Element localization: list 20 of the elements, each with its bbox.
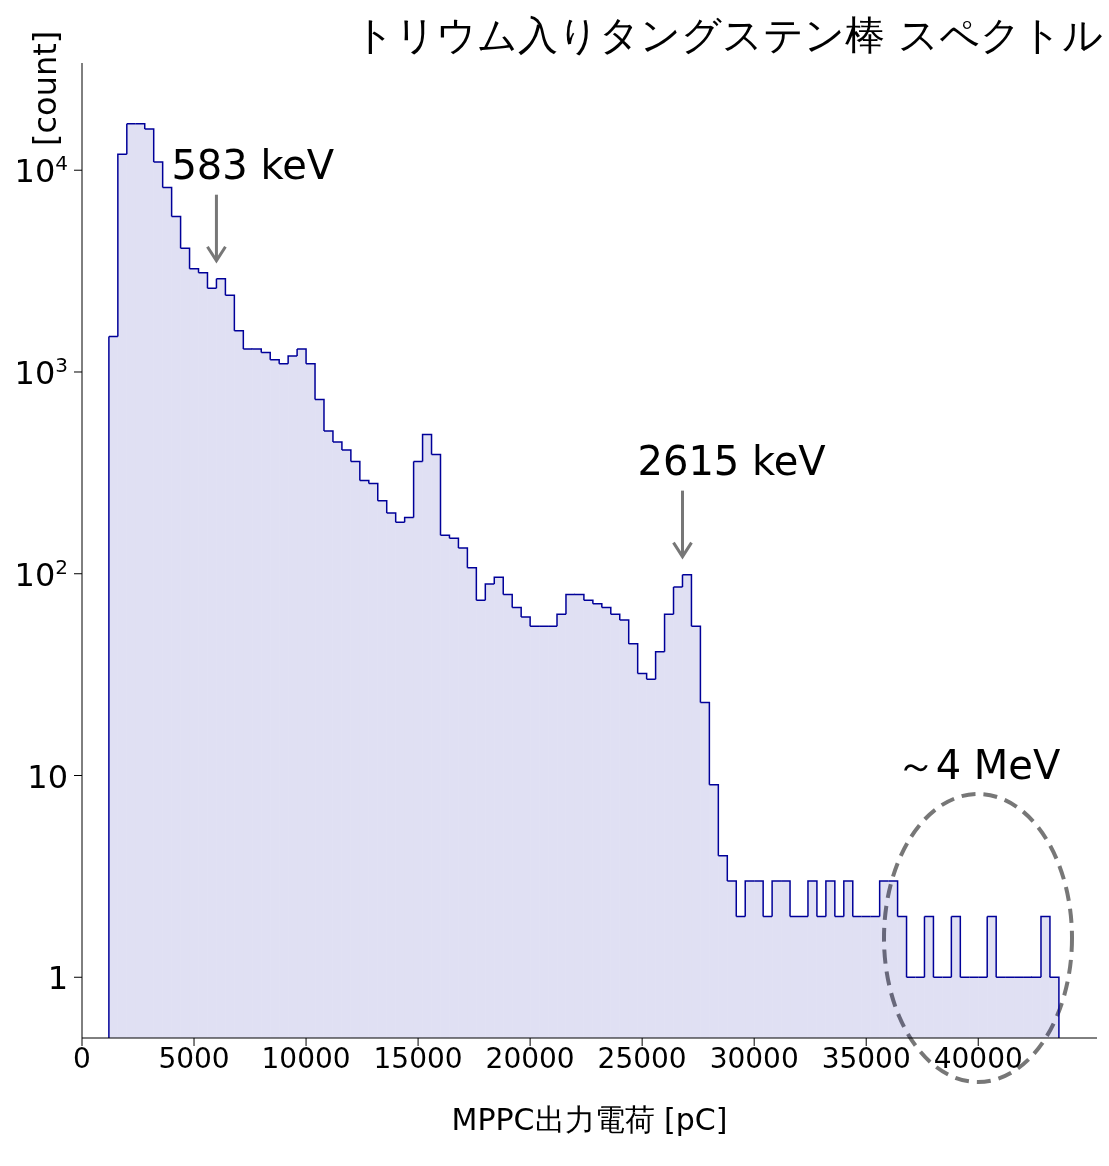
y-axis-title: [count] bbox=[26, 30, 64, 146]
annotation: 2615 keV bbox=[637, 437, 827, 484]
x-tick-label: 5000 bbox=[158, 1041, 230, 1075]
x-tick-label: 35000 bbox=[821, 1041, 911, 1075]
x-tick-label: 0 bbox=[73, 1041, 91, 1075]
x-axis-title: MPPC出力電荷 [pC] bbox=[451, 1102, 728, 1137]
x-tick-label: 20000 bbox=[485, 1041, 575, 1075]
x-tick-label: 10000 bbox=[261, 1041, 351, 1075]
y-tick-label: 10$^{3}$ bbox=[14, 352, 68, 392]
x-tick-label: 40000 bbox=[933, 1041, 1023, 1075]
annotation: ～4 MeV bbox=[894, 741, 1062, 790]
annotation: 583 keV bbox=[171, 141, 335, 188]
y-tick-label: 10$^{4}$ bbox=[14, 151, 68, 191]
x-tick-label: 30000 bbox=[709, 1041, 799, 1075]
y-tick-label: 10 bbox=[27, 757, 68, 796]
chart-title: トリウム入りタングステン棒 スペクトル bbox=[354, 11, 1103, 60]
y-tick-label: 1 bbox=[47, 959, 68, 998]
x-tick-label: 15000 bbox=[373, 1041, 463, 1075]
x-tick-label: 25000 bbox=[597, 1041, 687, 1075]
y-tick-label: 10$^{2}$ bbox=[14, 554, 68, 594]
